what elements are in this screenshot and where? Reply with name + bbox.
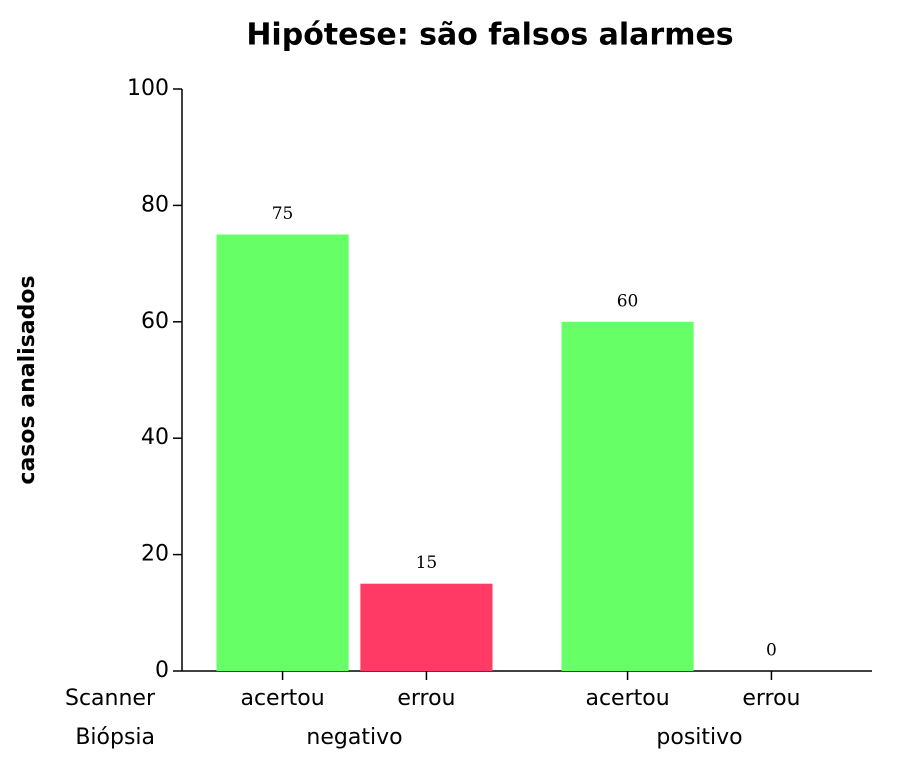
x-tick-label: errou [397,686,455,711]
y-tick-label: 0 [155,658,169,683]
chart-title: Hipótese: são falsos alarmes [246,18,733,53]
y-tick-label: 80 [141,192,169,217]
value-label: 0 [766,641,777,661]
value-label: 75 [272,204,294,224]
value-label: 15 [416,553,438,573]
y-tick-label: 60 [141,309,169,334]
bar [360,583,493,671]
x-tick-label: acertou [240,686,324,711]
group-label: negativo [306,725,402,750]
x-tick-label: acertou [585,686,669,711]
y-axis-label: casos analisados [15,275,40,484]
y-tick-label: 100 [127,76,169,101]
y-tick-label: 20 [141,542,169,567]
x-tick-label: errou [742,686,800,711]
bar [216,234,349,671]
value-label: 60 [617,291,639,311]
bar [561,321,694,671]
group-label: positivo [656,725,742,750]
level-name: Scanner [65,686,156,711]
level-name: Biópsia [75,725,155,750]
y-tick-label: 40 [141,425,169,450]
